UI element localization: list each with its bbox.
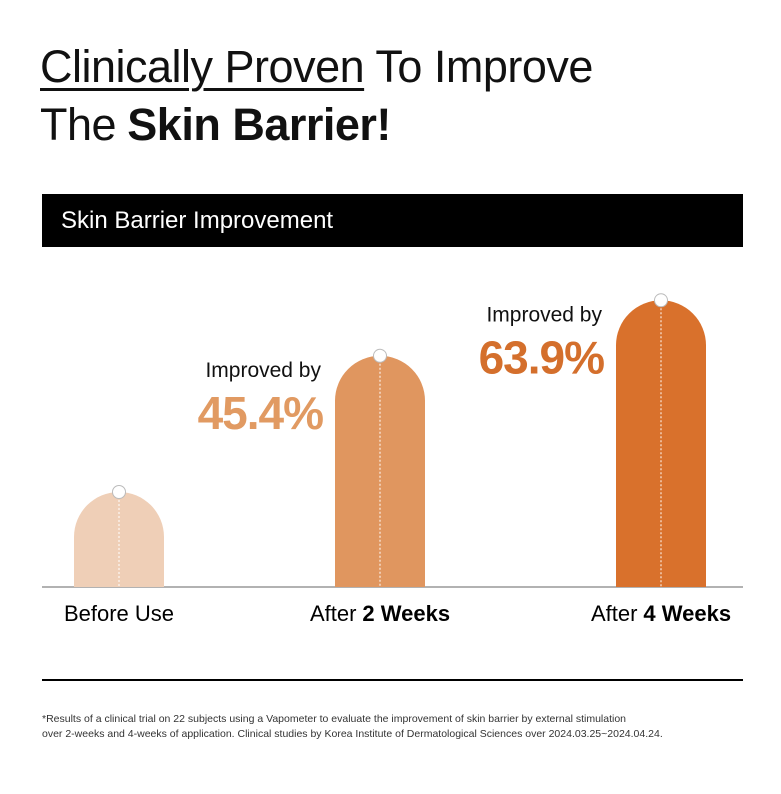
title-part: Clinically Proven: [40, 41, 365, 92]
title-part: To Improve: [375, 41, 593, 92]
chart-header: Skin Barrier Improvement: [42, 194, 743, 247]
x-tick-label-part: 4 Weeks: [643, 601, 731, 626]
bar: [616, 300, 706, 587]
bar-top-dot: [654, 293, 668, 308]
bar: [74, 492, 164, 587]
annotation: Improved by: [486, 303, 602, 326]
x-tick-label-part: After: [310, 601, 356, 626]
bar-top-dot: [373, 348, 387, 363]
x-tick-label-part: Before Use: [64, 601, 174, 626]
title: Clinically Proven To Improve The Skin Barr…: [40, 38, 593, 154]
x-tick-label: After 4 Weeks: [591, 601, 731, 626]
title-line: Clinically Proven To Improve: [40, 38, 593, 96]
x-tick-label-part: After: [591, 601, 637, 626]
x-tick-label-part: 2 Weeks: [362, 601, 450, 626]
bar-top-dot: [112, 485, 126, 499]
footnote: *Results of a clinical trial on 22 subje…: [42, 713, 626, 725]
annotation: Improved by: [205, 359, 321, 382]
value-label: 45.4%: [198, 387, 324, 439]
bar: [335, 355, 425, 587]
x-tick-label: Before Use: [64, 601, 174, 626]
title-line: The Skin Barrier!: [40, 96, 593, 154]
value-label: 63.9%: [479, 331, 605, 383]
title-part: Skin Barrier!: [127, 99, 391, 150]
footnote: over 2-weeks and 4-weeks of application.…: [42, 728, 663, 740]
title-part: The: [40, 99, 117, 150]
x-tick-label: After 2 Weeks: [310, 601, 450, 626]
